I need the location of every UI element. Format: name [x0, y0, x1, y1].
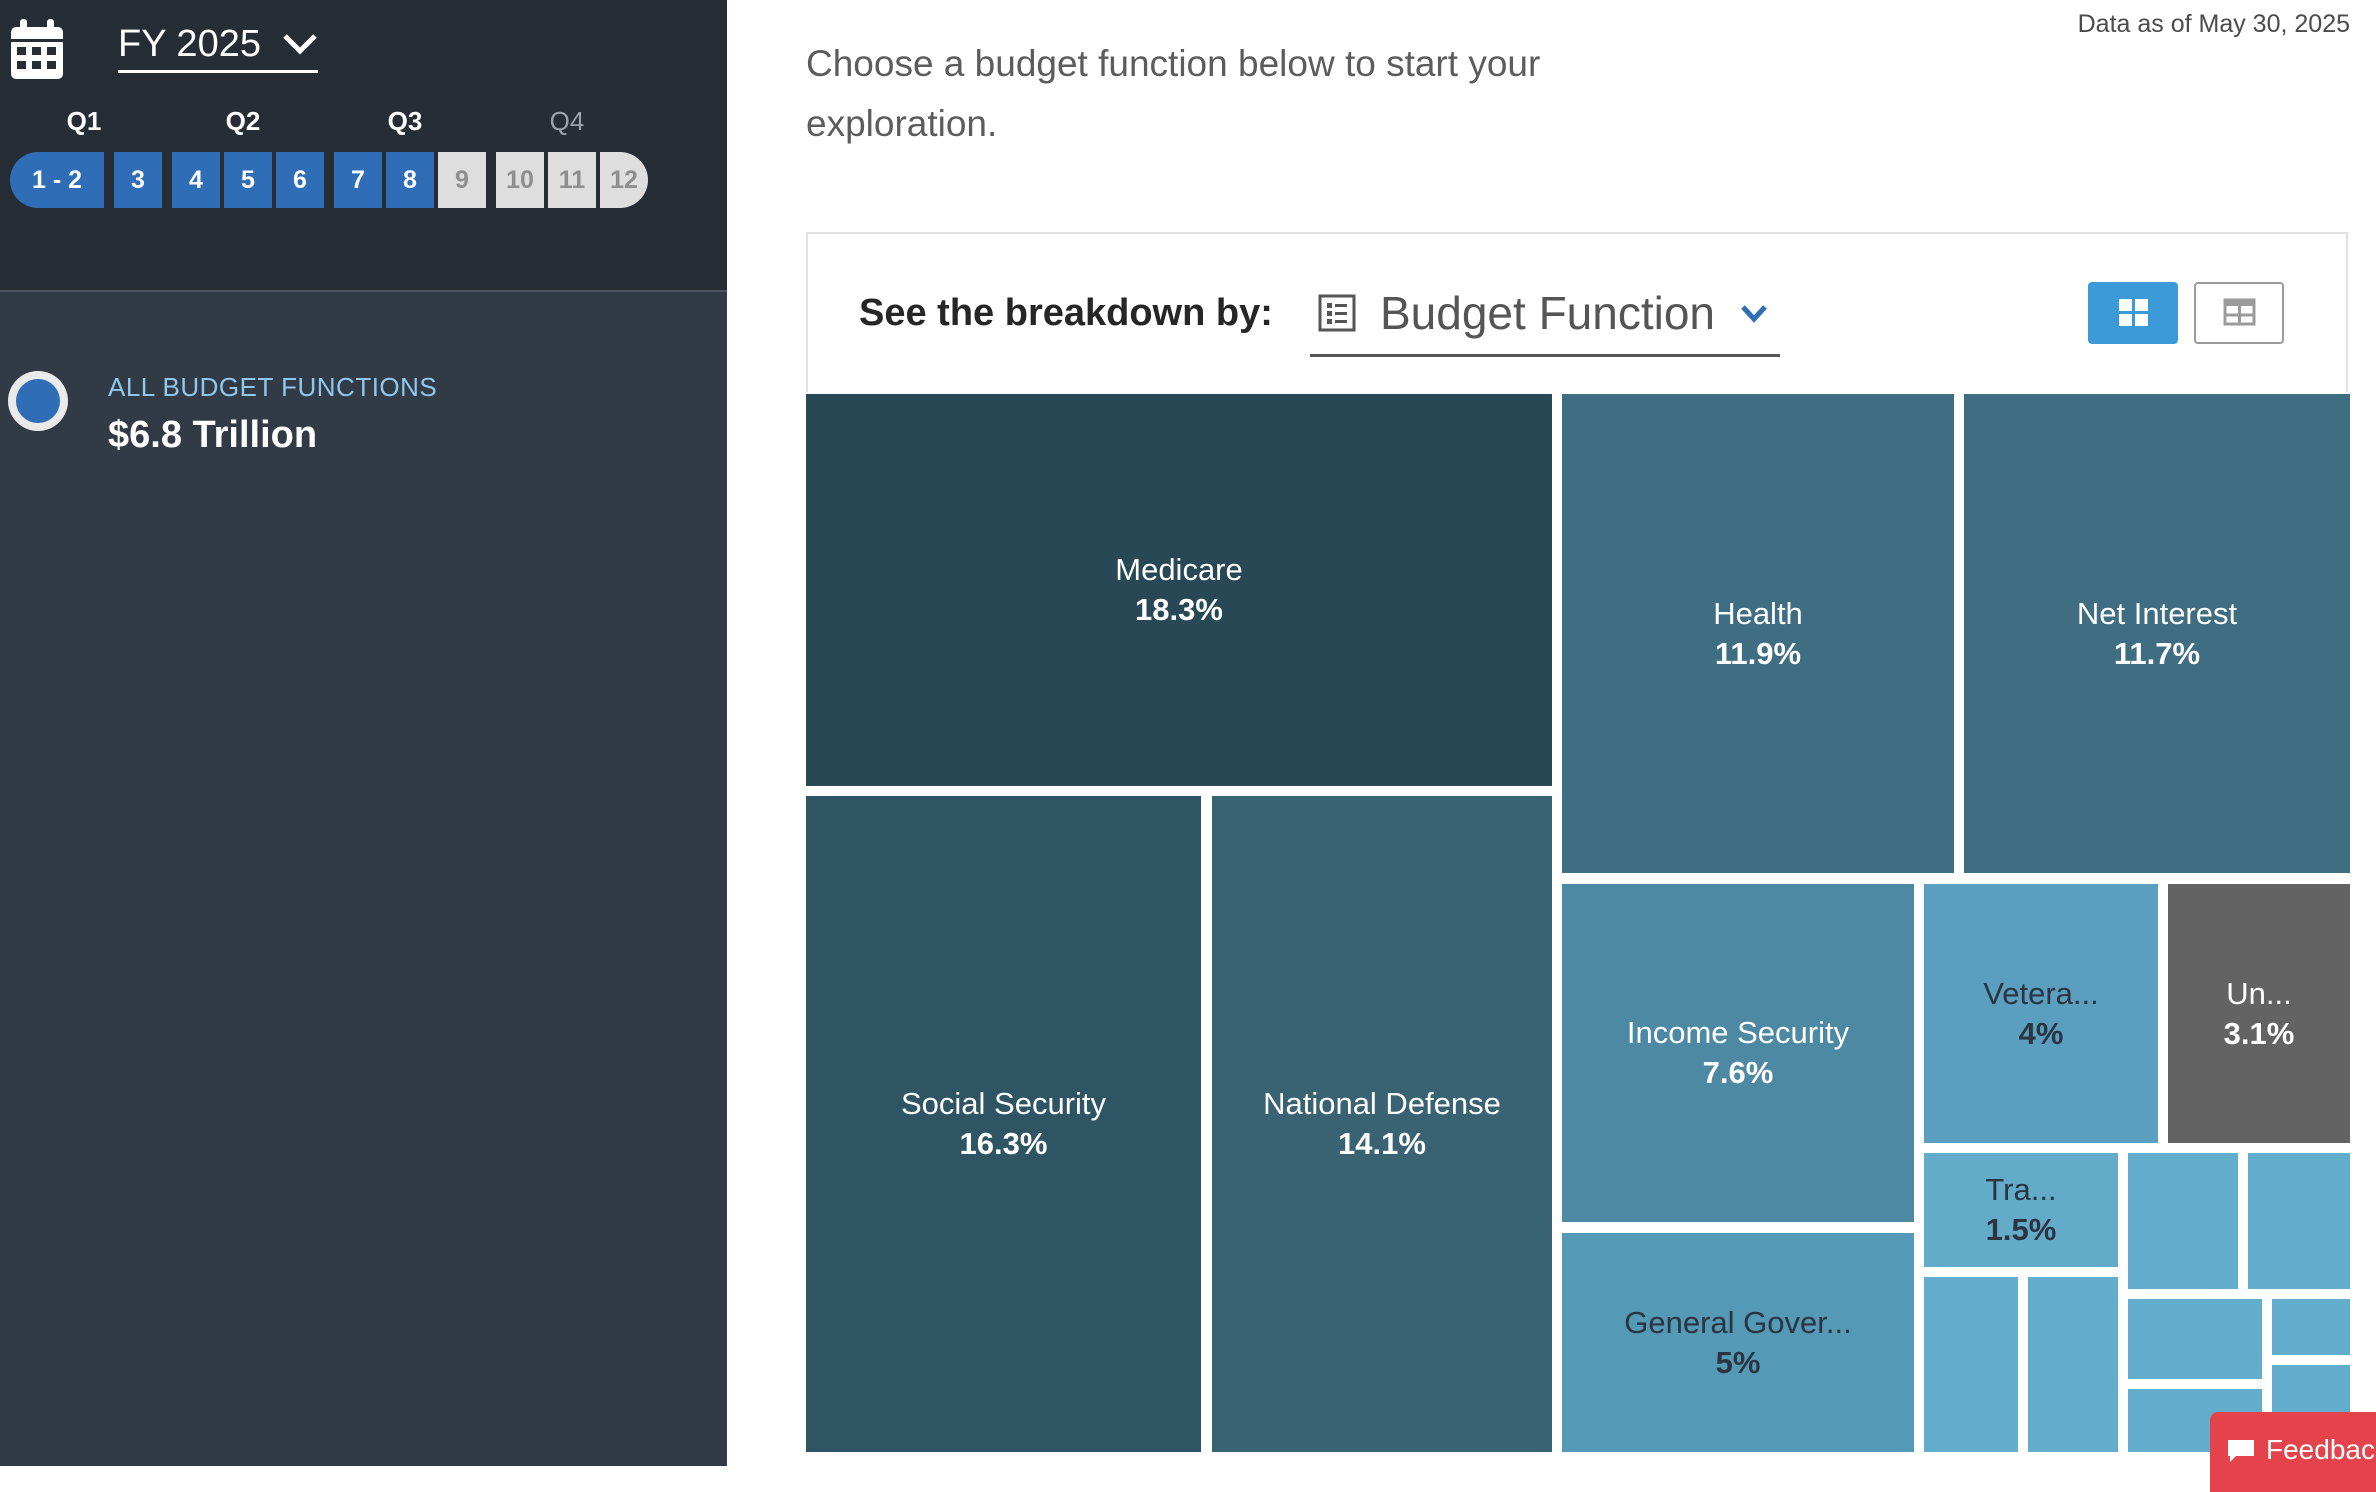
fiscal-year-label: FY 2025 — [118, 22, 261, 65]
month-button[interactable]: 5 — [224, 152, 272, 208]
table-view-icon — [2223, 298, 2256, 326]
quarter-label[interactable]: Q3 — [387, 106, 423, 136]
treemap-view-button[interactable] — [2088, 282, 2178, 344]
tile-label: Medicare — [1115, 552, 1243, 587]
tile-label: Income Security — [1626, 1015, 1850, 1050]
treemap-tile[interactable]: Income Security 7.6% — [1562, 884, 1914, 1222]
all-functions-label[interactable]: ALL BUDGET FUNCTIONS — [108, 372, 438, 402]
treemap-tile[interactable]: Social Security 16.3% — [806, 796, 1201, 1452]
tile-percent: 7.6% — [1702, 1055, 1774, 1090]
month-button[interactable]: 7 — [334, 152, 382, 208]
month-button[interactable]: 8 — [386, 152, 434, 208]
treemap-tile-small[interactable] — [2272, 1299, 2350, 1355]
month-button[interactable]: 6 — [276, 152, 324, 208]
treemap-tile-small[interactable] — [2028, 1277, 2118, 1452]
chevron-down-icon — [283, 34, 317, 55]
all-functions-amount: $6.8 Trillion — [108, 414, 318, 456]
breakdown-select[interactable]: Budget Function — [1310, 274, 1780, 357]
tile-label: Tra... — [1985, 1172, 2057, 1207]
treemap-tile[interactable]: Medicare 18.3% — [806, 394, 1552, 786]
treemap-tile[interactable]: Net Interest 11.7% — [1964, 394, 2350, 873]
calendar-icon — [11, 19, 63, 79]
tile-percent: 1.5% — [1985, 1212, 2057, 1247]
tile-label: Un... — [2226, 975, 2292, 1011]
month-button[interactable]: 1 - 2 — [10, 152, 104, 208]
tile-percent: 5% — [1715, 1344, 1761, 1380]
treemap-view-icon — [2119, 299, 2148, 326]
all-functions-radio[interactable] — [8, 371, 68, 431]
tile-percent: 4% — [2018, 1015, 2064, 1051]
month-button[interactable]: 10 — [496, 152, 544, 208]
month-button[interactable]: 3 — [114, 152, 162, 208]
month-button[interactable]: 9 — [438, 152, 486, 208]
comment-icon — [2228, 1440, 2254, 1462]
data-date-note: Data as of May 30, 2025 — [2077, 10, 2350, 38]
tile-percent: 16.3% — [959, 1126, 1048, 1161]
tile-label: National Defense — [1263, 1086, 1501, 1121]
treemap-tile-small[interactable] — [1924, 1277, 2018, 1452]
treemap-tile-small[interactable] — [2128, 1153, 2238, 1289]
month-selector: 1 - 2 3 4 5 6 7 8 9 10 11 12 — [10, 152, 652, 208]
quarter-labels: Q1 Q2 Q3 Q4 — [0, 106, 727, 142]
intro-text: Choose a budget function below to start … — [806, 43, 1541, 144]
treemap-tile-small[interactable] — [2128, 1299, 2262, 1379]
tile-percent: 14.1% — [1338, 1126, 1426, 1161]
treemap-tile[interactable]: Un... 3.1% — [2168, 884, 2350, 1143]
breakdown-label: See the breakdown by: — [859, 292, 1273, 334]
quarter-label[interactable]: Q2 — [225, 106, 261, 136]
treemap-tile[interactable]: Tra... 1.5% — [1924, 1153, 2118, 1267]
chevron-down-icon — [1741, 305, 1767, 323]
period-selector: FY 2025 Q1 Q2 Q3 Q4 1 - 2 3 4 5 6 7 8 9 … — [0, 0, 727, 292]
breakdown-toolbar: See the breakdown by: Budget Function — [806, 232, 2348, 392]
tile-label: General Gover... — [1624, 1304, 1852, 1340]
treemap-tile[interactable]: National Defense 14.1% — [1212, 796, 1552, 1452]
treemap-tile[interactable]: Health 11.9% — [1562, 394, 1954, 873]
radio-dot — [16, 379, 60, 423]
month-button[interactable]: 12 — [600, 152, 648, 208]
tile-label: Health — [1713, 595, 1803, 631]
tile-percent: 18.3% — [1135, 592, 1223, 627]
treemap-tile[interactable]: Vetera... 4% — [1924, 884, 2158, 1143]
quarter-label[interactable]: Q4 — [549, 106, 585, 136]
quarter-label[interactable]: Q1 — [66, 106, 102, 136]
feedback-label: Feedback — [2266, 1434, 2376, 1465]
table-view-button[interactable] — [2194, 282, 2284, 344]
month-button[interactable]: 4 — [172, 152, 220, 208]
fiscal-year-select[interactable]: FY 2025 — [118, 18, 318, 73]
tile-percent: 11.9% — [1714, 635, 1802, 671]
tile-percent: 11.7% — [2113, 635, 2201, 671]
treemap-tile[interactable]: General Gover... 5% — [1562, 1233, 1914, 1452]
tile-label: Social Security — [900, 1086, 1107, 1121]
tile-percent: 3.1% — [2223, 1015, 2295, 1051]
breakdown-value: Budget Function — [1380, 287, 1716, 339]
treemap-tile-small[interactable] — [2248, 1153, 2350, 1289]
tile-label: Net Interest — [2076, 595, 2238, 631]
feedback-button[interactable]: Feedback — [2210, 1412, 2376, 1492]
tile-label: Vetera... — [1983, 975, 2099, 1011]
month-button[interactable]: 11 — [548, 152, 596, 208]
sidebar: FY 2025 Q1 Q2 Q3 Q4 1 - 2 3 4 5 6 7 8 9 … — [0, 0, 727, 1466]
list-icon — [1318, 294, 1356, 332]
